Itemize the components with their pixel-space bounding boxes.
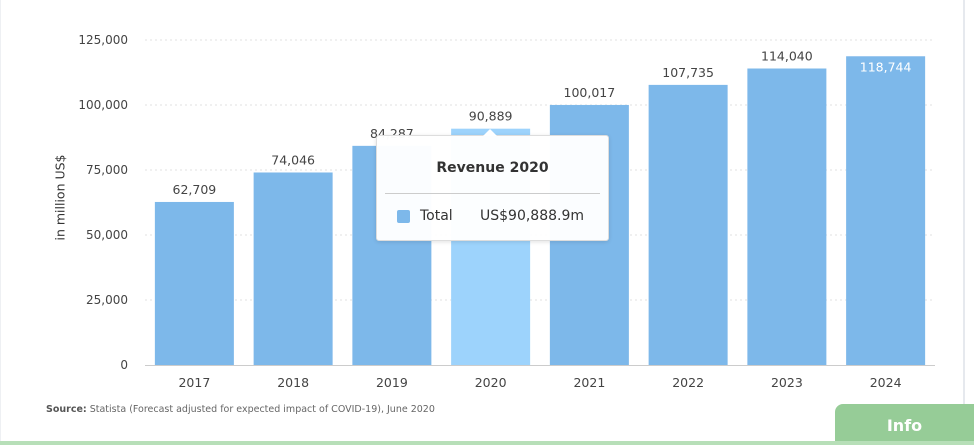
tooltip-divider [385,193,600,194]
data-label: 100,017 [564,85,616,100]
bar-2017[interactable] [154,201,234,365]
data-label: 114,040 [761,48,813,63]
x-tick-label: 2019 [376,375,408,390]
x-tick-label: 2022 [672,375,704,390]
x-tick-label: 2023 [771,375,803,390]
source-text: Statista (Forecast adjusted for expected… [89,404,435,415]
tooltip-value: US$90,888.9m [480,208,585,224]
series-swatch [397,210,410,223]
data-label: 90,889 [469,109,513,124]
y-tick-label: 75,000 [86,163,128,177]
data-label: 118,744 [860,59,912,74]
y-tick-label: 125,000 [78,33,128,47]
y-tick-label: 0 [120,358,128,372]
tooltip-title: Revenue 2020 [436,160,549,176]
tooltip-arrow [483,129,497,136]
source-label: Source: [46,404,87,415]
tooltip-series: Total [420,208,453,224]
y-tick-label: 100,000 [78,98,128,112]
x-tick-label: 2021 [573,375,605,390]
x-tick-label: 2020 [475,375,507,390]
bar-2023[interactable] [747,68,827,365]
y-axis-label: in million US$ [52,154,68,241]
bar-2022[interactable] [648,84,728,365]
x-tick-label: 2024 [870,375,902,390]
bottom-border [0,441,974,445]
x-tick-label: 2017 [178,375,210,390]
data-label: 107,735 [662,65,714,80]
data-label: 62,709 [173,182,217,197]
source-note: Source: Statista (Forecast adjusted for … [46,404,435,415]
x-tick-label: 2018 [277,375,309,390]
y-tick-label: 25,000 [86,293,128,307]
info-button[interactable]: Info [835,404,974,445]
y-tick-label: 50,000 [86,228,128,242]
tooltip: Revenue 2020 Total US$90,888.9m [376,129,609,241]
bar-2024[interactable] [846,56,926,366]
chart-frame [0,0,965,441]
bar-2018[interactable] [253,172,333,365]
data-label: 74,046 [271,152,315,167]
